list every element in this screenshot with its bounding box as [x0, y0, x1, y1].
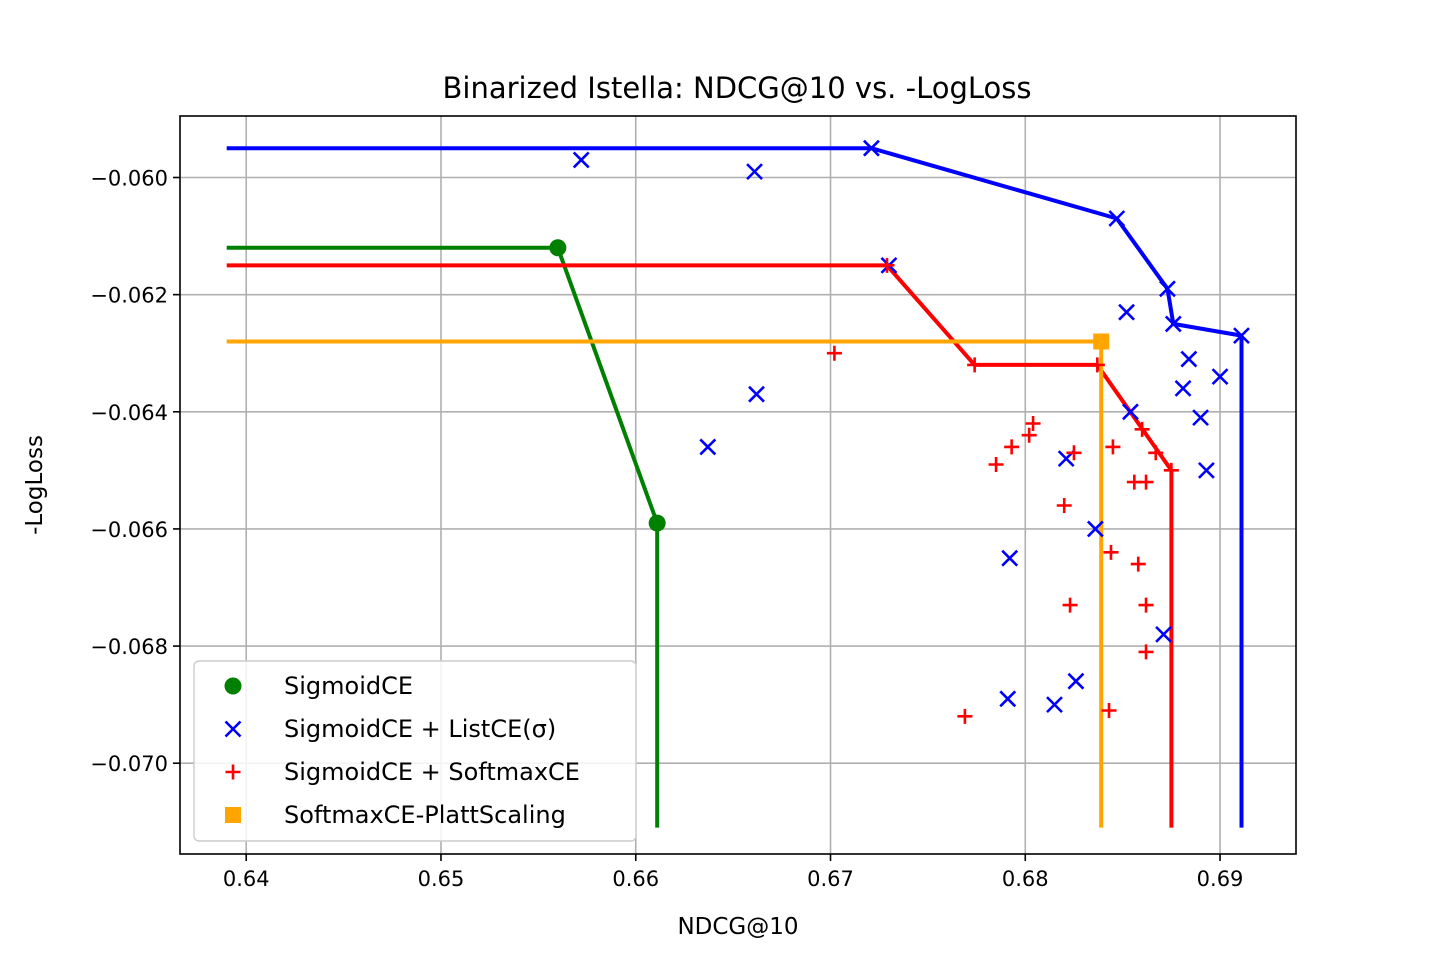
sigmoidce-softmaxce-point	[1004, 439, 1020, 455]
data-markers	[549, 139, 1250, 724]
sigmoidce-softmaxce-point	[826, 345, 842, 361]
sigmoidce-listce-point	[1164, 315, 1182, 333]
y-tick-label: −0.066	[90, 518, 168, 542]
legend: SigmoidCE SigmoidCE + ListCE(σ) SigmoidCE …	[193, 660, 637, 842]
sigmoidce-softmaxce-point	[1062, 597, 1078, 613]
sigmoidce-listce-point	[1118, 303, 1135, 321]
sigmoidce-legend-marker	[224, 677, 242, 695]
sigmoidce-softmaxce-point	[1021, 427, 1037, 443]
legend-entries: SigmoidCE SigmoidCE + ListCE(σ) SigmoidCE …	[224, 672, 580, 829]
x-axis-label: NDCG@10	[677, 914, 798, 940]
sigmoidce-softmaxce-point	[1025, 416, 1041, 431]
sigmoidce-listce-point	[1233, 327, 1250, 345]
sigmoidce-softmaxce-point	[1163, 462, 1179, 478]
sigmoidce-softmaxce-point	[1066, 445, 1082, 461]
sigmoidce-listce-legend-label: SigmoidCE + ListCE(σ)	[284, 715, 556, 743]
sigmoidce-listce-point	[1159, 280, 1176, 298]
sigmoidce-point	[549, 239, 567, 257]
x-tick-label: 0.68	[1002, 867, 1049, 891]
sigmoidce-listce-point	[746, 163, 763, 181]
x-tick-label: 0.69	[1197, 867, 1244, 891]
sigmoidce-softmaxce-legend-marker	[225, 764, 241, 780]
sigmoidce-listce-point	[1122, 403, 1139, 421]
sigmoidce-listce-point	[748, 385, 765, 403]
sigmoidce-listce-point	[1174, 379, 1192, 397]
sigmoidce-softmaxce-point	[1105, 439, 1121, 455]
legend-box	[193, 660, 637, 842]
sigmoidce-softmaxce-point	[957, 708, 973, 724]
sigmoidce-listce-point	[1197, 461, 1215, 479]
sigmoidce-softmaxce-point	[1056, 498, 1072, 513]
sigmoidce-listce-point	[1180, 350, 1198, 368]
sigmoidce-listce-point	[1067, 672, 1085, 690]
y-tick-label: −0.062	[90, 284, 168, 308]
y-tick-label: −0.068	[90, 635, 168, 659]
sigmoidce-softmaxce-frontier-line	[226, 263, 1174, 828]
sigmoidce-listce-point	[862, 139, 880, 157]
sigmoidce-softmaxce-point	[1089, 357, 1105, 373]
x-tick-label: 0.65	[418, 867, 465, 891]
sigmoidce-listce-point	[1001, 549, 1019, 567]
softmaxce-plattscaling-legend-label: SoftmaxCE-PlattScaling	[284, 801, 566, 829]
softmaxce-plattscaling-point	[1093, 333, 1110, 350]
sigmoidce-listce-point	[1046, 696, 1063, 714]
sigmoidce-softmaxce-legend-label: SigmoidCE + SoftmaxCE	[284, 758, 580, 786]
sigmoidce-point	[648, 514, 666, 532]
y-tick-label: −0.064	[90, 401, 168, 425]
sigmoidce-listce-point	[999, 690, 1017, 708]
y-tick-label: −0.070	[90, 752, 168, 776]
sigmoidce-frontier-line	[226, 245, 660, 828]
sigmoidce-listce-point	[1211, 368, 1229, 386]
sigmoidce-listce-point	[1108, 210, 1126, 227]
sigmoidce-softmaxce-point	[1103, 544, 1119, 560]
sigmoidce-softmaxce-point	[1138, 474, 1154, 490]
sigmoidce-listce-point	[572, 151, 590, 169]
chart-title: Binarized Istella: NDCG@10 vs. -LogLoss	[443, 71, 1032, 105]
sigmoidce-softmaxce-point	[1130, 556, 1146, 572]
sigmoidce-softmaxce-point	[879, 257, 895, 273]
sigmoidce-softmaxce-point	[1138, 644, 1154, 660]
sigmoidce-listce-point	[699, 438, 717, 456]
x-tick-label: 0.64	[223, 867, 270, 891]
y-axis-label: -LogLoss	[22, 435, 48, 535]
sigmoidce-softmaxce-point	[1138, 597, 1154, 613]
sigmoidce-softmaxce-point	[1101, 703, 1117, 718]
x-tick-label: 0.67	[807, 867, 854, 891]
y-tick-label: −0.060	[90, 167, 168, 191]
sigmoidce-softmaxce-point	[1134, 421, 1150, 437]
x-tick-label: 0.66	[612, 867, 659, 891]
sigmoidce-legend-label: SigmoidCE	[284, 672, 413, 700]
plot-area-frame	[179, 115, 1297, 855]
sigmoidce-listce-point	[1155, 625, 1172, 643]
sigmoidce-listce-point	[1086, 520, 1104, 538]
sigmoidce-listce-point	[1192, 409, 1209, 427]
softmaxce-plattscaling-legend-marker	[225, 807, 241, 823]
sigmoidce-softmaxce-point	[988, 457, 1004, 472]
sigmoidce-softmaxce-point	[1148, 445, 1164, 461]
sigmoidce-softmaxce-point	[967, 357, 983, 373]
sigmoidce-listce-legend-marker	[224, 720, 242, 738]
axis-ticks: 0.64 0.65 0.66 0.67 0.68 0.69 −0.060 −0.062 −0.0…	[90, 167, 1243, 892]
